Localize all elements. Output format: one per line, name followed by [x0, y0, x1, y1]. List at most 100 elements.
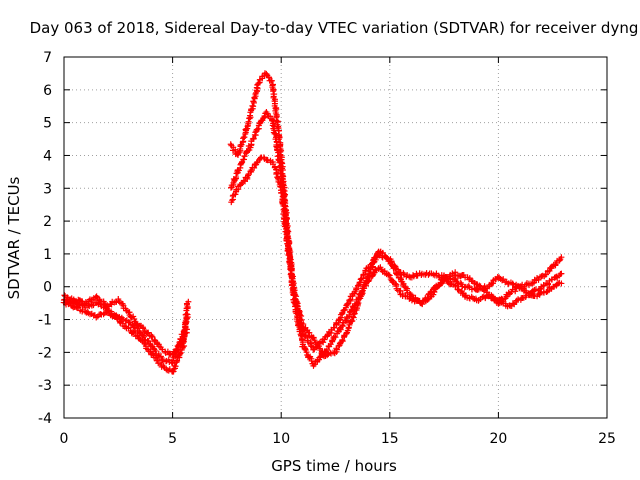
data-point [130, 329, 137, 336]
y-tick-label: 2 [43, 214, 52, 230]
y-tick-label: -4 [38, 411, 52, 427]
data-point [290, 282, 297, 289]
x-tick-label: 25 [598, 431, 616, 447]
y-tick-label: 4 [43, 148, 52, 164]
grid [64, 57, 607, 418]
data-point [435, 282, 442, 289]
data-point [392, 265, 399, 272]
data-point [280, 186, 287, 193]
data-point [268, 77, 275, 84]
data-point [556, 257, 563, 264]
x-tick-label: 15 [381, 431, 399, 447]
data-point [241, 153, 248, 160]
data-point [419, 300, 426, 307]
data-point [283, 221, 290, 228]
data-point [558, 270, 565, 277]
data-points [60, 70, 565, 375]
data-point [480, 286, 487, 293]
data-point [431, 288, 438, 295]
y-axis-label: SDTVAR / TECUs [5, 176, 23, 299]
data-point [172, 349, 179, 356]
data-point [231, 176, 238, 183]
data-point [324, 347, 331, 354]
data-point [355, 282, 362, 289]
data-point [275, 136, 282, 143]
data-point [529, 280, 536, 287]
data-point [321, 336, 328, 343]
x-tick-label: 10 [272, 431, 290, 447]
x-axis-label: GPS time / hours [271, 457, 397, 475]
data-point [553, 273, 560, 280]
data-point [500, 276, 507, 283]
data-point [452, 269, 459, 276]
data-point [255, 80, 262, 87]
data-point [535, 276, 542, 283]
data-point [274, 118, 281, 125]
data-point [251, 94, 258, 101]
data-point [149, 333, 156, 340]
data-point [509, 280, 516, 287]
data-point [465, 283, 472, 290]
y-tick-label: -1 [38, 313, 52, 329]
data-point [240, 135, 247, 142]
data-point [145, 329, 152, 336]
y-tick-label: 3 [43, 181, 52, 197]
data-point [424, 296, 431, 303]
data-point [386, 272, 393, 279]
data-point [489, 293, 496, 300]
data-point [558, 280, 565, 287]
data-point [241, 134, 248, 141]
data-point [370, 259, 377, 266]
y-tick-label: -2 [38, 345, 52, 361]
data-point [184, 311, 191, 318]
data-point [324, 352, 331, 359]
data-point [394, 271, 401, 278]
data-point [369, 263, 376, 270]
x-tick-label: 5 [168, 431, 177, 447]
data-point [558, 254, 565, 261]
data-point [172, 363, 179, 370]
data-point [505, 289, 512, 296]
data-point [250, 135, 257, 142]
data-point [496, 300, 503, 307]
data-point [240, 177, 247, 184]
y-tick-label: 1 [43, 247, 52, 263]
data-point [499, 277, 506, 284]
data-point [157, 353, 164, 360]
data-point [430, 291, 437, 298]
chart-title: Day 063 of 2018, Sidereal Day-to-day VTE… [30, 19, 639, 37]
data-point [408, 292, 415, 299]
data-point [476, 282, 483, 289]
y-tick-label: 5 [43, 116, 52, 132]
data-point [346, 312, 353, 319]
data-point [512, 288, 519, 295]
plot-frame [63, 56, 608, 419]
data-point [496, 274, 503, 281]
data-point [274, 174, 281, 181]
x-tick-label: 0 [60, 431, 69, 447]
data-point [130, 328, 137, 335]
data-point [349, 313, 356, 320]
data-point [177, 350, 184, 357]
data-point [75, 304, 82, 311]
data-point [400, 280, 407, 287]
data-point [385, 271, 392, 278]
data-point [303, 349, 310, 356]
data-point [185, 298, 192, 305]
data-point [331, 324, 338, 331]
data-point [140, 332, 147, 339]
y-tick-label: 6 [43, 83, 52, 99]
data-point [297, 316, 304, 323]
data-point [509, 300, 516, 307]
y-tick-label: 0 [43, 280, 52, 296]
data-point [329, 337, 336, 344]
data-point [152, 347, 159, 354]
data-point [349, 317, 356, 324]
data-point [251, 164, 258, 171]
y-tick-label: 7 [43, 50, 52, 66]
y-tick-label: -3 [38, 378, 52, 394]
x-tick-label: 20 [489, 431, 507, 447]
data-point [136, 335, 143, 342]
data-point [250, 98, 257, 105]
